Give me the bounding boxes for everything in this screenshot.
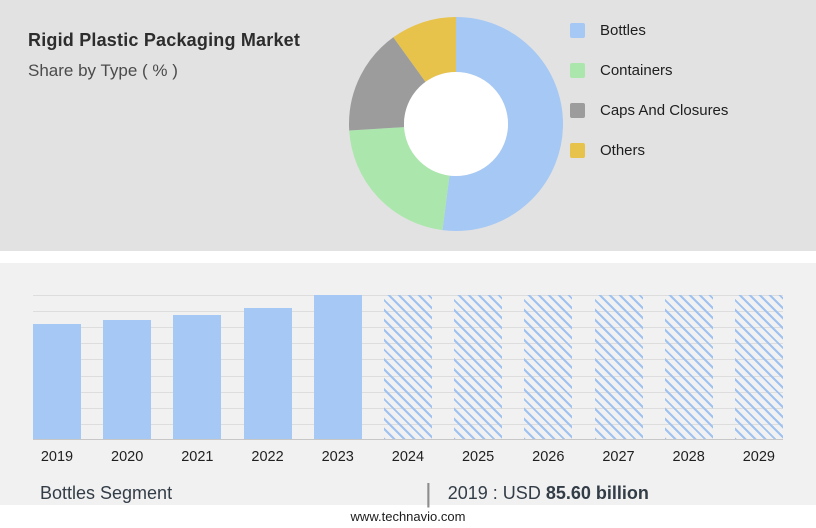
bar-2029-forecast [734,295,783,440]
bar-2025-forecast [454,295,503,440]
legend-label: Caps And Closures [600,102,729,119]
x-label-2027: 2027 [602,449,635,465]
bar-2022 [243,295,292,440]
legend-item-bottles: Bottles [570,20,728,41]
legend-swatch-others [570,143,585,158]
donut-chart [349,17,563,231]
bar-2028-forecast [664,295,713,440]
x-label-2021: 2021 [181,449,214,465]
bar-2020 [103,295,152,440]
bar-rect [313,295,362,440]
bar-rect [103,319,152,440]
legend-label: Others [600,142,646,159]
x-axis-labels: 2019 2020 2021 2022 2023 2024 2025 2026 2027 2028… [33,449,783,465]
bar-2024-forecast [383,295,432,440]
share-by-type-panel: Rigid Plastic Packaging Market Share by … [0,0,816,251]
x-label-2023: 2023 [321,449,354,465]
legend-label: Bottles [600,22,646,39]
x-label-2029: 2029 [742,449,775,465]
x-label-2019: 2019 [40,449,74,465]
bar-2027-forecast [594,295,643,440]
donut-hole [404,72,508,176]
footer: Bottles Segment | 2019 : USD 85.60 billi… [0,478,816,508]
x-label-2020: 2020 [111,449,144,465]
bar-rect [454,295,503,440]
value-prefix: 2019 : USD [447,482,541,503]
bar-2019 [33,295,81,440]
value-amount: 85.60 billion [545,482,649,503]
bar-chart: 2019 2020 2021 2022 2023 2024 2025 2026 2027 2028… [33,295,783,465]
x-label-2028: 2028 [672,449,705,465]
website-url: www.technavio.com [350,509,466,524]
x-label-2022: 2022 [251,449,284,465]
x-label-2025: 2025 [461,449,495,465]
bar-rect [664,295,713,440]
legend-item-others: Others [570,140,728,161]
bar-rect [33,324,81,440]
trend-panel: 2019 2020 2021 2022 2023 2024 2025 2026 2027 2028… [0,263,816,505]
x-axis-line [33,439,783,440]
legend-item-caps-and-closures: Caps And Closures [570,100,728,121]
page-title: Rigid Plastic Packaging Market [28,30,301,50]
bars [33,295,783,440]
legend-label: Containers [600,62,673,79]
x-label-2024: 2024 [391,449,425,465]
legend-item-containers: Containers [570,60,728,81]
page-subtitle: Share by Type ( % ) [28,61,178,80]
bar-2023 [313,295,362,440]
pie-legend: Bottles Containers Caps And Closures Oth… [570,20,728,161]
legend-swatch-containers [570,63,585,78]
bar-plot [33,295,783,440]
bar-rect [594,295,643,440]
title-block: Rigid Plastic Packaging Market Share by … [28,30,300,81]
bar-rect [524,295,573,440]
legend-swatch-bottles [570,23,585,38]
segment-label: Bottles Segment [40,482,173,503]
legend-swatch-caps-and-closures [570,103,585,118]
footer-value: 2019 : USD 85.60 billion [448,483,649,504]
bar-rect [734,295,783,440]
donut-slice-caps-and-closures [349,17,563,231]
footer-separator: | [425,478,432,508]
bar-rect [383,295,432,440]
bar-2026-forecast [524,295,573,440]
bar-2021 [173,295,222,440]
donut-slice-others [349,17,563,231]
bar-rect [173,315,222,440]
bar-rect [243,308,292,440]
x-label-2026: 2026 [532,449,565,465]
